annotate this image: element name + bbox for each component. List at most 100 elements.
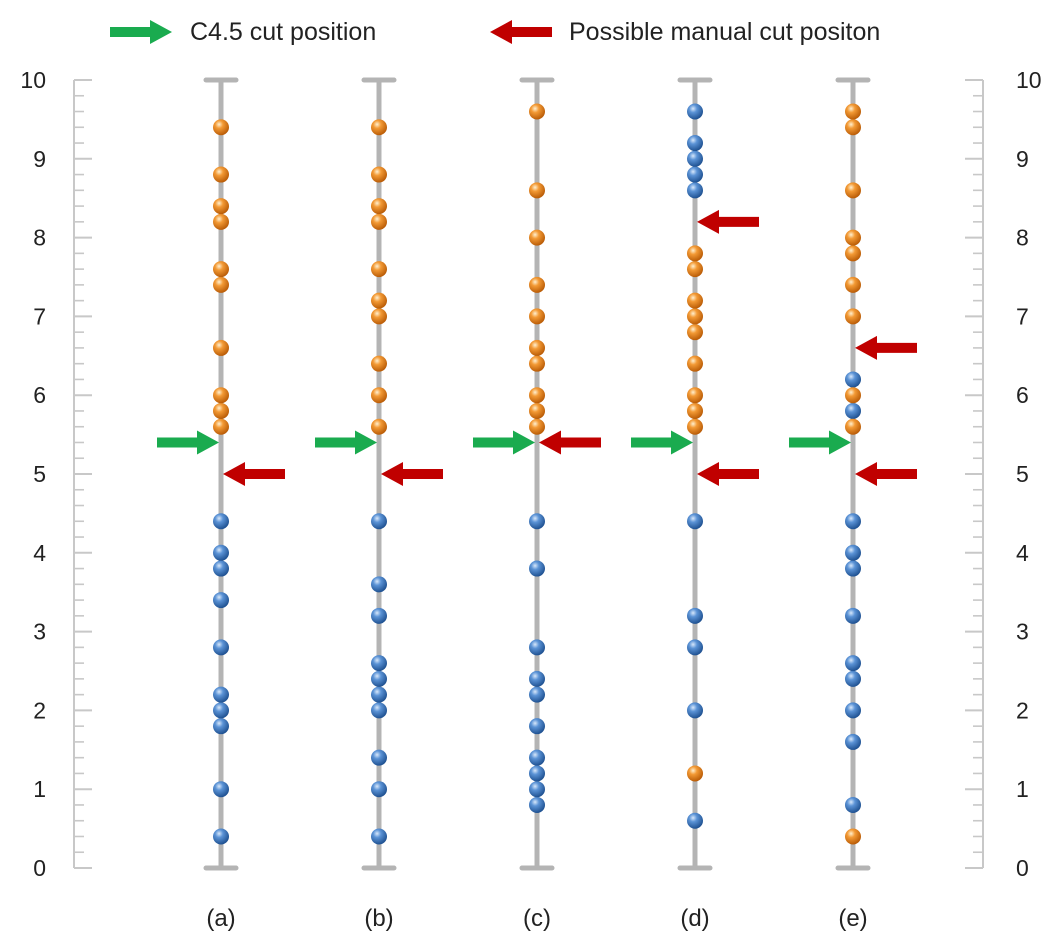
blue-point (845, 560, 861, 577)
orange-point (529, 182, 545, 199)
blue-point (687, 103, 703, 120)
blue-point (213, 702, 229, 719)
blue-point (845, 544, 861, 561)
orange-point (213, 418, 229, 435)
orange-point (845, 828, 861, 845)
orange-point (687, 245, 703, 262)
left-y-tick-label: 6 (33, 382, 46, 408)
right-y-tick-label: 0 (1016, 855, 1029, 881)
left-y-tick-label: 5 (33, 461, 46, 487)
manual-cut-arrow (855, 335, 917, 360)
manual-cut-arrow (855, 462, 917, 486)
blue-point (529, 718, 545, 735)
orange-point (371, 198, 387, 215)
blue-point (213, 686, 229, 703)
orange-point (687, 308, 703, 325)
orange-point (371, 387, 387, 404)
orange-point (213, 119, 229, 136)
blue-point (845, 402, 861, 419)
orange-point (213, 198, 229, 215)
right-y-tick-label: 3 (1016, 619, 1029, 645)
orange-point (529, 276, 545, 293)
left-y-tick-label: 10 (20, 67, 46, 93)
left-y-axis: 0 1 2 3 4 5 6 7 8 9 10 (20, 67, 92, 881)
orange-point (529, 339, 545, 356)
left-y-tick-label: 8 (33, 225, 46, 251)
blue-point (529, 513, 545, 530)
manual-cut-arrow (381, 462, 443, 486)
manual-cut-arrow (697, 462, 759, 486)
blue-point (213, 560, 229, 577)
blue-point (213, 828, 229, 845)
column-c: (c) (473, 77, 601, 932)
orange-point (529, 103, 545, 120)
manual-cut-arrow (539, 430, 601, 455)
right-y-tick-label: 8 (1016, 225, 1029, 251)
orange-point (845, 119, 861, 136)
left-y-tick-label: 7 (33, 303, 46, 329)
c45-cut-arrow (789, 430, 851, 455)
blue-point (687, 150, 703, 167)
blue-point (529, 670, 545, 687)
orange-point (213, 387, 229, 404)
orange-point (529, 402, 545, 419)
orange-point (529, 355, 545, 372)
blue-point (371, 576, 387, 593)
blue-point (371, 670, 387, 687)
legend-manual-label: Possible manual cut positon (569, 18, 880, 46)
right-y-tick-label: 5 (1016, 461, 1029, 487)
orange-point (213, 402, 229, 419)
orange-point (845, 418, 861, 435)
legend: C4.5 cut position Possible manual cut po… (110, 18, 880, 46)
blue-point (845, 607, 861, 624)
blue-point (529, 796, 545, 813)
orange-point (687, 418, 703, 435)
blue-point (687, 702, 703, 719)
c45-cut-arrow (631, 430, 693, 455)
right-y-axis: 0 1 2 3 4 5 6 7 8 9 10 (965, 67, 1042, 881)
column-e: (e) (789, 77, 917, 932)
orange-point (687, 324, 703, 341)
legend-manual-arrow-icon (490, 20, 552, 44)
blue-point (845, 796, 861, 813)
right-y-tick-label: 6 (1016, 382, 1029, 408)
right-y-tick-label: 9 (1016, 146, 1029, 172)
orange-point (687, 402, 703, 419)
blue-point (371, 655, 387, 672)
legend-c45-arrow-icon (110, 20, 172, 44)
orange-point (687, 355, 703, 372)
legend-c45-label: C4.5 cut position (190, 18, 376, 46)
column-label: (d) (680, 905, 709, 932)
right-y-tick-label: 2 (1016, 697, 1029, 723)
blue-point (529, 686, 545, 703)
left-y-tick-label: 4 (33, 540, 46, 566)
blue-point (371, 781, 387, 798)
column-label: (b) (364, 905, 393, 932)
orange-point (687, 765, 703, 782)
orange-point (845, 182, 861, 199)
blue-point (529, 765, 545, 782)
orange-point (845, 245, 861, 262)
right-y-tick-label: 1 (1016, 776, 1029, 802)
blue-point (687, 513, 703, 530)
blue-point (687, 166, 703, 183)
orange-point (371, 119, 387, 136)
orange-point (529, 229, 545, 246)
right-y-tick-label: 7 (1016, 303, 1029, 329)
blue-point (371, 513, 387, 530)
orange-point (845, 103, 861, 120)
orange-point (371, 308, 387, 325)
blue-point (529, 639, 545, 656)
columns: (a) (b) (c) (d) (e) (157, 77, 917, 932)
c45-arrow-icon (110, 20, 172, 44)
blue-point (371, 607, 387, 624)
blue-point (845, 670, 861, 687)
blue-point (845, 655, 861, 672)
blue-point (213, 513, 229, 530)
blue-point (687, 135, 703, 152)
blue-point (213, 639, 229, 656)
c45-cut-arrow (315, 430, 377, 455)
orange-point (529, 387, 545, 404)
orange-point (371, 355, 387, 372)
